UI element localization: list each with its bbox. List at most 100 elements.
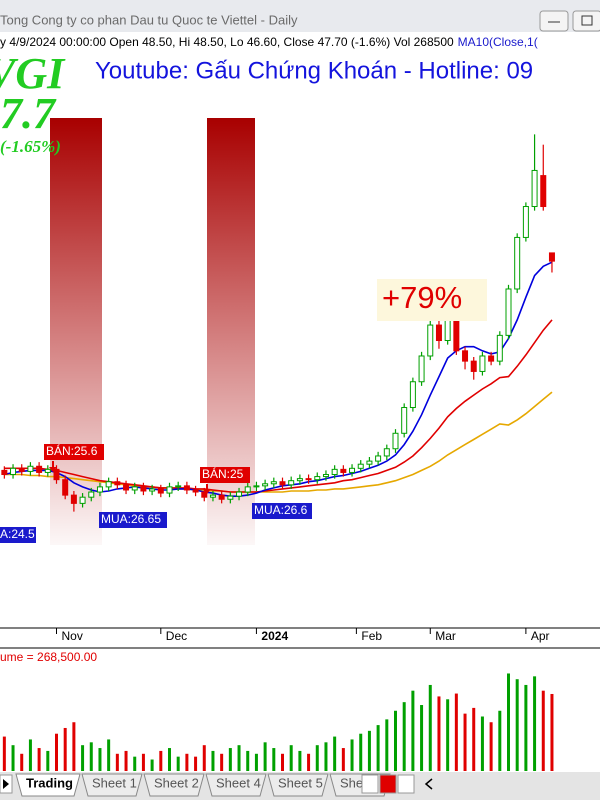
volume-bar (281, 753, 284, 771)
tab-control[interactable] (397, 774, 415, 794)
candle-body (149, 488, 156, 492)
tab-control[interactable] (379, 774, 397, 794)
moving-average (4, 391, 553, 493)
sheet-tabs: Trading Sheet 1 Sheet 2 Sheet 4 Sheet 5 She (0, 772, 600, 800)
tab-label: Sheet 5 (278, 775, 323, 790)
volume-bar (20, 753, 24, 771)
candle-body (288, 480, 295, 486)
x-tick-label: Mar (435, 629, 456, 643)
candle-body (322, 474, 329, 478)
volume-bar (141, 753, 145, 771)
volume-bar (472, 707, 476, 771)
sell-label: BÁN:25.6 (46, 443, 98, 458)
candle-body (79, 496, 86, 504)
minimize-button[interactable] (539, 10, 569, 32)
sheet-tab[interactable] (205, 773, 267, 797)
candle-body (201, 491, 208, 498)
volume-bar (315, 745, 319, 771)
banner: Youtube: Gấu Chứng Khoán - Hotline: 09 (95, 57, 533, 84)
tab-scroll-icon (424, 778, 433, 790)
volume-bar (2, 736, 6, 771)
candle-body (209, 494, 216, 498)
candle-body (131, 486, 138, 491)
sell-tag (200, 467, 250, 483)
candle-body (427, 324, 434, 357)
volume-bar (402, 702, 406, 771)
candle-body (401, 407, 408, 434)
annotations: BÁN:25.6 BÁN:25 MUA:26.65 MUA:26.6 A:24.… (0, 443, 312, 543)
volume-bar (228, 748, 232, 771)
volume-bar (350, 739, 354, 771)
volume-bar (489, 722, 493, 771)
candle-body (253, 485, 260, 488)
sheet-tab[interactable] (15, 773, 81, 797)
candle-body (218, 494, 225, 500)
tab-label: She (340, 775, 363, 790)
candle-body (244, 486, 251, 493)
buy-tag (252, 503, 312, 519)
sheet-tab[interactable] (81, 773, 143, 797)
candle-body (140, 486, 147, 492)
volume-bar (211, 750, 215, 771)
candle-body (18, 467, 25, 472)
volume-bar (333, 736, 337, 771)
tab-label: Sheet 1 (92, 775, 137, 790)
symbol: VGI (0, 49, 66, 98)
candle-body (548, 252, 555, 262)
x-tick-label: Feb (361, 629, 382, 643)
gain-box (377, 279, 487, 321)
volume-bar (524, 684, 528, 771)
volume-bar (428, 684, 432, 771)
candle-body (531, 169, 538, 208)
moving-average (4, 261, 553, 497)
candle-body (375, 455, 382, 462)
candle-body (522, 206, 529, 238)
tab-label: Sheet 4 (216, 775, 261, 790)
last-price: 47.7 (0, 89, 57, 138)
volume-bar (28, 739, 32, 771)
buy-label: MUA:26.65 (101, 512, 161, 526)
sheet-tab[interactable] (267, 773, 329, 797)
candle-body (44, 468, 51, 473)
tab-control[interactable] (361, 774, 379, 794)
candle-body (105, 481, 112, 488)
candle-body (314, 476, 321, 481)
volume-bar (185, 753, 189, 771)
volume-bar (463, 713, 467, 771)
candle-body (236, 491, 243, 497)
volume-bar (89, 742, 93, 771)
volume-bar (289, 745, 293, 771)
buy-tag (99, 512, 167, 528)
candle-body (383, 448, 390, 457)
volume-bar (298, 750, 302, 771)
candle-body (62, 479, 69, 496)
sell-arrow (49, 461, 57, 472)
x-tick-label: Nov (62, 629, 83, 643)
volume-bar (63, 727, 67, 771)
change: (-1.65%) (0, 137, 61, 156)
volume-bar (176, 756, 180, 771)
volume-bar (420, 705, 424, 771)
candle-body (36, 465, 43, 473)
tab-label: Trading (26, 775, 73, 790)
volume-bar (150, 759, 154, 771)
sell-tag (44, 444, 104, 460)
candle-body (70, 494, 77, 504)
volume-bar (107, 739, 111, 771)
volume-bar (411, 690, 415, 771)
volume-bar (246, 750, 250, 771)
x-tick-label: 2024 (261, 629, 288, 643)
title-bar (0, 0, 600, 32)
candle-body (357, 463, 364, 469)
candle-body (10, 467, 17, 476)
volume-bar (394, 710, 397, 771)
restore-button[interactable] (572, 10, 600, 32)
volume-bar (376, 725, 380, 771)
volume-bar (37, 748, 41, 771)
candle-body (175, 485, 182, 488)
volume-bar (446, 699, 450, 771)
sheet-tab[interactable] (143, 773, 205, 797)
buy-label: MUA:26.6 (254, 503, 308, 517)
volume-bar (550, 693, 554, 771)
